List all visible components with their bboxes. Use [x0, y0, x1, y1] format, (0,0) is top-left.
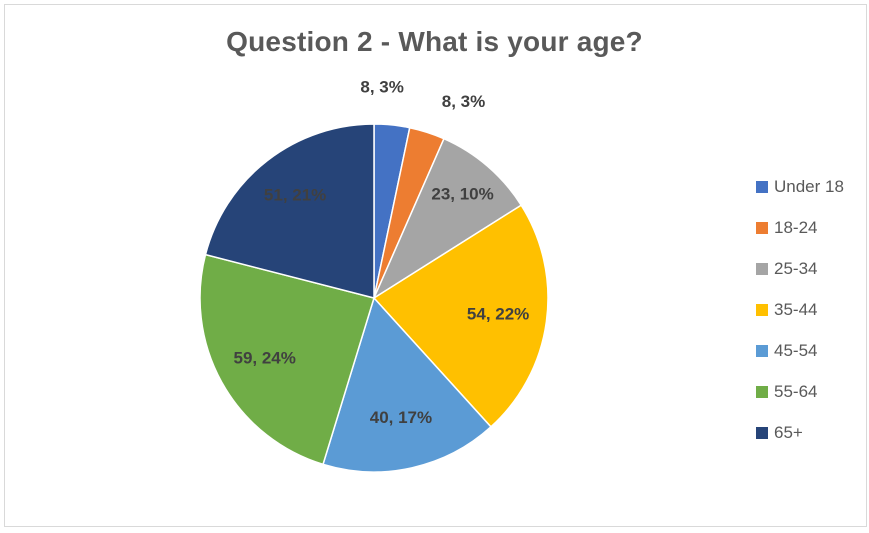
legend-item-18-24: 18-24: [756, 207, 866, 248]
legend-item-55-64: 55-64: [756, 371, 866, 412]
pie-slice-45-54: [322, 296, 492, 473]
legend-swatch: [756, 221, 768, 234]
data-label-under-18: 8, 3%: [360, 78, 403, 97]
legend-swatch: [756, 385, 768, 398]
legend-item-under-18: Under 18: [756, 166, 866, 207]
legend-label: 45-54: [774, 340, 818, 360]
legend-swatch: [756, 180, 768, 193]
data-label-45-54: 40, 17%: [370, 408, 432, 427]
data-label-18-24: 8, 3%: [442, 92, 485, 111]
legend-label: 65+: [774, 422, 803, 442]
legend-item-25-34: 25-34: [756, 248, 866, 289]
legend-label: Under 18: [774, 176, 844, 196]
legend-swatch: [756, 344, 768, 357]
data-label-55-64: 59, 24%: [234, 349, 296, 368]
legend-item-35-44: 35-44: [756, 289, 866, 330]
data-label-25-34: 23, 10%: [431, 185, 493, 204]
legend-item-65-: 65+: [756, 412, 866, 453]
legend-label: 18-24: [774, 217, 818, 237]
chart-title: Question 2 - What is your age?: [226, 26, 643, 57]
pie-slice-25-34: [372, 137, 523, 300]
pie-slice-55-64: [199, 253, 375, 466]
legend-swatch: [756, 303, 768, 316]
data-label-65-: 51, 21%: [264, 186, 326, 205]
legend-swatch: [756, 426, 768, 439]
legend-swatch: [756, 262, 768, 275]
legend-label: 35-44: [774, 299, 818, 319]
data-label-35-44: 54, 22%: [467, 304, 529, 323]
legend-label: 55-64: [774, 381, 818, 401]
pie-slice-65-: [204, 123, 375, 299]
legend-item-45-54: 45-54: [756, 330, 866, 371]
legend: Under 18 18-24 25-34 35-44 45-54 55-64 65+: [756, 166, 866, 453]
pie-slice-35-44: [372, 204, 549, 428]
legend-label: 25-34: [774, 258, 818, 278]
